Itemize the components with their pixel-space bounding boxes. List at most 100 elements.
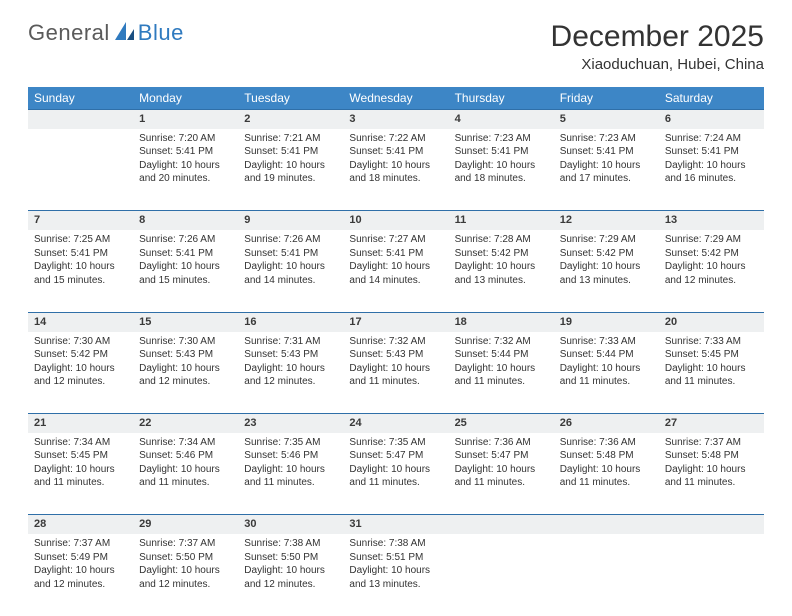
day-content-cell: Sunrise: 7:26 AMSunset: 5:41 PMDaylight:… [133, 230, 238, 312]
day-content-cell: Sunrise: 7:37 AMSunset: 5:48 PMDaylight:… [659, 433, 764, 515]
day-content-cell: Sunrise: 7:37 AMSunset: 5:50 PMDaylight:… [133, 534, 238, 616]
daylight-text: Daylight: 10 hours and 12 minutes. [34, 362, 127, 389]
sunset-text: Sunset: 5:45 PM [34, 449, 127, 463]
content-row: Sunrise: 7:25 AMSunset: 5:41 PMDaylight:… [28, 230, 764, 312]
day-number-cell: 13 [659, 211, 764, 230]
day-number-cell: 7 [28, 211, 133, 230]
daylight-text: Daylight: 10 hours and 12 minutes. [244, 362, 337, 389]
daylight-text: Daylight: 10 hours and 11 minutes. [455, 362, 548, 389]
daylight-text: Daylight: 10 hours and 11 minutes. [560, 463, 653, 490]
sunrise-text: Sunrise: 7:23 AM [455, 132, 548, 146]
sunrise-text: Sunrise: 7:38 AM [244, 537, 337, 551]
sunset-text: Sunset: 5:41 PM [349, 145, 442, 159]
daynum-row: 78910111213 [28, 211, 764, 230]
day-number-cell: 18 [449, 312, 554, 331]
day-content-cell: Sunrise: 7:29 AMSunset: 5:42 PMDaylight:… [554, 230, 659, 312]
sunrise-text: Sunrise: 7:30 AM [34, 335, 127, 349]
sunrise-text: Sunrise: 7:37 AM [34, 537, 127, 551]
sunset-text: Sunset: 5:48 PM [560, 449, 653, 463]
calendar-table: SundayMondayTuesdayWednesdayThursdayFrid… [28, 87, 764, 616]
daynum-row: 28293031 [28, 515, 764, 534]
daylight-text: Daylight: 10 hours and 12 minutes. [139, 362, 232, 389]
daylight-text: Daylight: 10 hours and 11 minutes. [139, 463, 232, 490]
content-row: Sunrise: 7:37 AMSunset: 5:49 PM Daylight:… [28, 534, 764, 616]
day-content-cell [554, 534, 659, 616]
location: Xiaoduchuan, Hubei, China [551, 56, 764, 73]
sunrise-text: Sunrise: 7:32 AM [349, 335, 442, 349]
weekday-header: Monday [133, 87, 238, 110]
sunset-text: Sunset: 5:49 PM [34, 551, 127, 565]
sunset-text: Sunset: 5:46 PM [139, 449, 232, 463]
day-number-cell: 27 [659, 414, 764, 433]
sunset-text: Sunset: 5:41 PM [560, 145, 653, 159]
sunrise-text: Sunrise: 7:26 AM [139, 233, 232, 247]
sunset-text: Sunset: 5:44 PM [560, 348, 653, 362]
day-content-cell: Sunrise: 7:36 AMSunset: 5:48 PMDaylight:… [554, 433, 659, 515]
sunset-text: Sunset: 5:47 PM [455, 449, 548, 463]
daylight-text: Daylight: 10 hours and 19 minutes. [244, 159, 337, 186]
day-content-cell: Sunrise: 7:32 AMSunset: 5:44 PMDaylight:… [449, 332, 554, 414]
daylight-text: Daylight: 10 hours and 18 minutes. [349, 159, 442, 186]
header: General Blue December 2025 Xiaoduchuan, … [28, 20, 764, 73]
sunrise-text: Sunrise: 7:27 AM [349, 233, 442, 247]
sunset-text: Sunset: 5:42 PM [455, 247, 548, 261]
day-content-cell: Sunrise: 7:35 AMSunset: 5:46 PMDaylight:… [238, 433, 343, 515]
sunset-text: Sunset: 5:41 PM [455, 145, 548, 159]
sunrise-text: Sunrise: 7:36 AM [455, 436, 548, 450]
sunrise-text: Sunrise: 7:28 AM [455, 233, 548, 247]
day-number-cell: 12 [554, 211, 659, 230]
day-number-cell: 28 [28, 515, 133, 534]
sunset-text: Sunset: 5:46 PM [244, 449, 337, 463]
day-content-cell: Sunrise: 7:27 AMSunset: 5:41 PMDaylight:… [343, 230, 448, 312]
sunset-text: Sunset: 5:50 PM [139, 551, 232, 565]
sunrise-text: Sunrise: 7:34 AM [139, 436, 232, 450]
day-content-cell [659, 534, 764, 616]
day-number-cell: 25 [449, 414, 554, 433]
daylight-text: Daylight: 10 hours and 18 minutes. [455, 159, 548, 186]
day-content-cell: Sunrise: 7:33 AMSunset: 5:44 PMDaylight:… [554, 332, 659, 414]
day-number-cell: 20 [659, 312, 764, 331]
sunset-text: Sunset: 5:42 PM [665, 247, 758, 261]
day-number-cell: 10 [343, 211, 448, 230]
day-number-cell: 29 [133, 515, 238, 534]
daynum-row: 21222324252627 [28, 414, 764, 433]
day-number-cell: 14 [28, 312, 133, 331]
day-number-cell: 31 [343, 515, 448, 534]
day-content-cell: Sunrise: 7:33 AMSunset: 5:45 PMDaylight:… [659, 332, 764, 414]
weekday-header: Tuesday [238, 87, 343, 110]
sunrise-text: Sunrise: 7:33 AM [665, 335, 758, 349]
daylight-text: Daylight: 10 hours and 12 minutes. [244, 564, 337, 591]
daylight-text: Daylight: 10 hours and 15 minutes. [34, 260, 127, 287]
sunset-text: Sunset: 5:43 PM [244, 348, 337, 362]
daylight-text: Daylight: 10 hours and 13 minutes. [455, 260, 548, 287]
day-number-cell: 24 [343, 414, 448, 433]
sunset-text: Sunset: 5:48 PM [665, 449, 758, 463]
day-content-cell: Sunrise: 7:34 AMSunset: 5:46 PMDaylight:… [133, 433, 238, 515]
day-content-cell: Sunrise: 7:36 AMSunset: 5:47 PMDaylight:… [449, 433, 554, 515]
daylight-text: Daylight: 10 hours and 12 minutes. [665, 260, 758, 287]
day-number-cell [659, 515, 764, 534]
sunrise-text: Sunrise: 7:34 AM [34, 436, 127, 450]
month-title: December 2025 [551, 20, 764, 54]
logo: General Blue [28, 20, 184, 46]
logo-text-blue: Blue [138, 20, 184, 46]
day-content-cell: Sunrise: 7:25 AMSunset: 5:41 PMDaylight:… [28, 230, 133, 312]
day-content-cell: Sunrise: 7:31 AMSunset: 5:43 PMDaylight:… [238, 332, 343, 414]
sunrise-text: Sunrise: 7:29 AM [560, 233, 653, 247]
day-content-cell: Sunrise: 7:23 AMSunset: 5:41 PMDaylight:… [554, 129, 659, 211]
daylight-text: Daylight: 10 hours and 13 minutes. [560, 260, 653, 287]
daylight-text: Daylight: 10 hours and 11 minutes. [665, 362, 758, 389]
sunrise-text: Sunrise: 7:24 AM [665, 132, 758, 146]
sunset-text: Sunset: 5:43 PM [139, 348, 232, 362]
day-content-cell: Sunrise: 7:38 AMSunset: 5:50 PMDaylight:… [238, 534, 343, 616]
weekday-header: Thursday [449, 87, 554, 110]
sunrise-text: Sunrise: 7:37 AM [665, 436, 758, 450]
sunset-text: Sunset: 5:47 PM [349, 449, 442, 463]
day-content-cell: Sunrise: 7:35 AMSunset: 5:47 PMDaylight:… [343, 433, 448, 515]
day-content-cell: Sunrise: 7:32 AMSunset: 5:43 PMDaylight:… [343, 332, 448, 414]
weekday-header: Saturday [659, 87, 764, 110]
title-block: December 2025 Xiaoduchuan, Hubei, China [551, 20, 764, 73]
sunrise-text: Sunrise: 7:25 AM [34, 233, 127, 247]
daynum-row: 14151617181920 [28, 312, 764, 331]
day-number-cell: 19 [554, 312, 659, 331]
